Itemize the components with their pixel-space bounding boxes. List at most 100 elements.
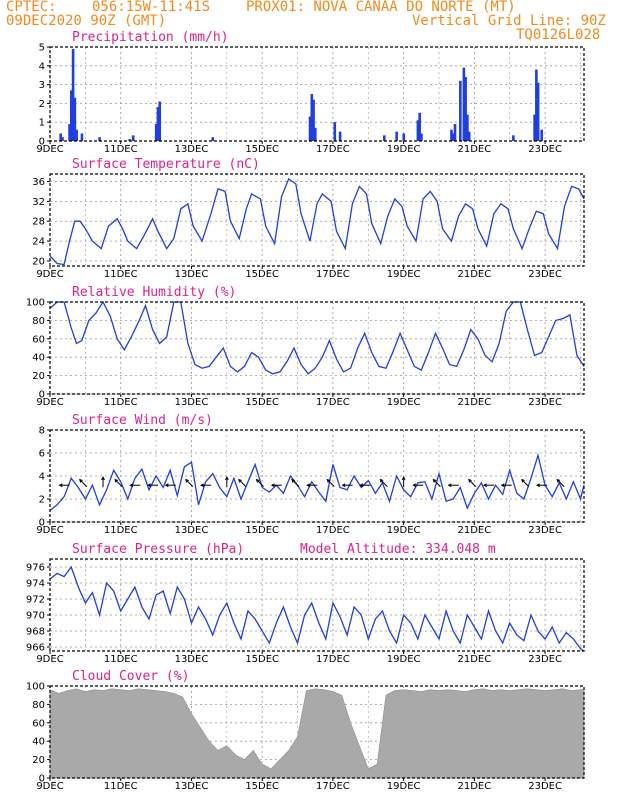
wind-arrow <box>500 483 512 488</box>
temp-ytick-label: 36 <box>32 177 45 188</box>
wind-arrow-head <box>556 478 561 483</box>
precip-ytick-label: 4 <box>39 61 45 72</box>
wind-xtick-label: 17DEC <box>316 525 350 536</box>
wind-arrow-head <box>536 483 540 488</box>
precip-bar <box>467 131 471 141</box>
wind-arrow-shaft <box>238 479 247 487</box>
wind-arrow <box>306 483 318 488</box>
precip-bar <box>158 101 162 141</box>
header-coordinates: 056:15W-11:41S <box>92 0 211 15</box>
wind-arrow <box>412 483 424 488</box>
wind-arrow-shaft <box>433 479 441 487</box>
cloud-xtick-label: 19DEC <box>387 781 421 792</box>
wind-arrow-head <box>101 476 105 481</box>
wind-arrow <box>432 478 441 487</box>
wind-arrow-head <box>255 478 260 483</box>
rh-series-line <box>49 300 585 375</box>
wind-arrow-shaft <box>79 479 88 487</box>
cloud-ytick-label: 100 <box>26 682 45 693</box>
precip-ytick-label: 2 <box>39 99 45 110</box>
cloud-ytick-label: 40 <box>32 737 45 748</box>
precip-ytick-label: 0 <box>39 137 45 148</box>
cloud-xtick-label: 21DEC <box>458 781 492 792</box>
pressure-xtick-label: 15DEC <box>245 654 279 665</box>
precip-bar <box>464 77 467 141</box>
wind-arrow <box>359 483 371 488</box>
pressure-xtick-label: 17DEC <box>316 654 350 665</box>
precip-bar <box>420 133 423 141</box>
wind-arrow <box>401 476 406 488</box>
rh-ytick-label: 0 <box>39 390 45 401</box>
precip-bar <box>312 99 315 141</box>
cloud-xtick-label: 17DEC <box>316 781 350 792</box>
header-grid-line-note: Vertical Grid Line: 90Z <box>412 13 606 29</box>
pressure-ytick-label: 976 <box>26 563 45 574</box>
wind-arrow-shaft <box>556 479 565 487</box>
wind-panel: 0 2 4 6 8 9DEC 11DEC 13DEC 15DEC 17DEC 19DEC 21DEC 2… <box>36 413 585 536</box>
precip-bar <box>314 127 317 141</box>
wind-ytick-label: 2 <box>39 495 45 506</box>
wind-arrow <box>101 476 105 488</box>
pressure-series-line <box>49 565 585 652</box>
precip-bar <box>462 67 466 141</box>
rh-ytick-label: 60 <box>32 334 45 345</box>
cloud-xtick-label: 11DEC <box>104 781 138 792</box>
temp-xtick-label: 11DEC <box>104 269 138 280</box>
pressure-xtick-label: 21DEC <box>458 654 492 665</box>
wind-ytick-label: 6 <box>39 449 45 460</box>
precip-bar <box>338 131 342 141</box>
precip-bar <box>459 80 462 141</box>
rh-xtick-label: 23DEC <box>528 397 562 408</box>
rh-xtick-label: 19DEC <box>387 397 421 408</box>
wind-arrow <box>291 478 300 487</box>
wind-arrow-head <box>401 476 406 481</box>
pressure-ytick-label: 972 <box>26 595 45 606</box>
cloud-ytick-label: 0 <box>39 774 45 785</box>
pressure-xtick-label: 9DEC <box>36 654 63 665</box>
precip-bar <box>71 48 75 141</box>
rh-xtick-label: 17DEC <box>316 397 350 408</box>
cloud-ytick-label: 80 <box>32 700 45 711</box>
precip-bar <box>536 82 540 141</box>
wind-xtick-label: 19DEC <box>387 525 421 536</box>
wind-arrow-head <box>129 483 134 488</box>
wind-arrow-shaft <box>291 479 300 487</box>
precip-bar <box>211 137 215 141</box>
wind-arrow <box>164 483 176 488</box>
wind-arrow <box>147 483 159 488</box>
wind-title: Surface Wind (m/s) <box>72 413 213 428</box>
pressure-frame <box>49 558 585 652</box>
cloud-ytick-label: 20 <box>32 755 45 766</box>
precip-xtick-label: 9DEC <box>36 144 63 155</box>
wind-arrow-head <box>326 478 331 483</box>
pressure-ytick-label: 970 <box>26 611 45 622</box>
wind-ytick-label: 0 <box>39 518 45 529</box>
precip-ytick-label: 3 <box>39 80 45 91</box>
precip-bar <box>416 120 420 141</box>
precip-bar <box>395 131 398 141</box>
precip-bar <box>382 135 386 141</box>
pressure-panel: 966 968 970 972 974 976 9DEC 11DEC 13DEC 15DEC 17D… <box>26 542 585 665</box>
wind-arrow <box>58 483 70 488</box>
wind-arrow <box>447 483 459 488</box>
wind-xtick-label: 21DEC <box>458 525 492 536</box>
temp-panel: 20 24 28 32 36 9DEC 11DEC 13DEC 15DEC 17DEC 19DEC 2… <box>32 157 585 280</box>
rh-ytick-label: 20 <box>32 371 45 382</box>
wind-arrow <box>129 483 141 488</box>
rh-ytick-label: 40 <box>32 353 45 364</box>
wind-arrow-head <box>200 483 205 488</box>
precip-bar <box>310 94 314 141</box>
wind-arrow <box>114 478 123 487</box>
temp-ytick-label: 20 <box>32 257 45 268</box>
cloud-title: Cloud Cover (%) <box>72 669 189 684</box>
pressure-xtick-label: 13DEC <box>175 654 209 665</box>
precip-title: Precipitation (mm/h) <box>72 30 229 45</box>
wind-xtick-label: 13DEC <box>175 525 209 536</box>
precip-bar <box>466 114 469 141</box>
temp-series-line <box>49 178 585 266</box>
wind-arrow-shaft <box>521 479 530 487</box>
precip-bar <box>451 133 455 141</box>
precip-xtick-label: 19DEC <box>387 144 421 155</box>
pressure-title: Surface Pressure (hPa) <box>72 542 244 557</box>
